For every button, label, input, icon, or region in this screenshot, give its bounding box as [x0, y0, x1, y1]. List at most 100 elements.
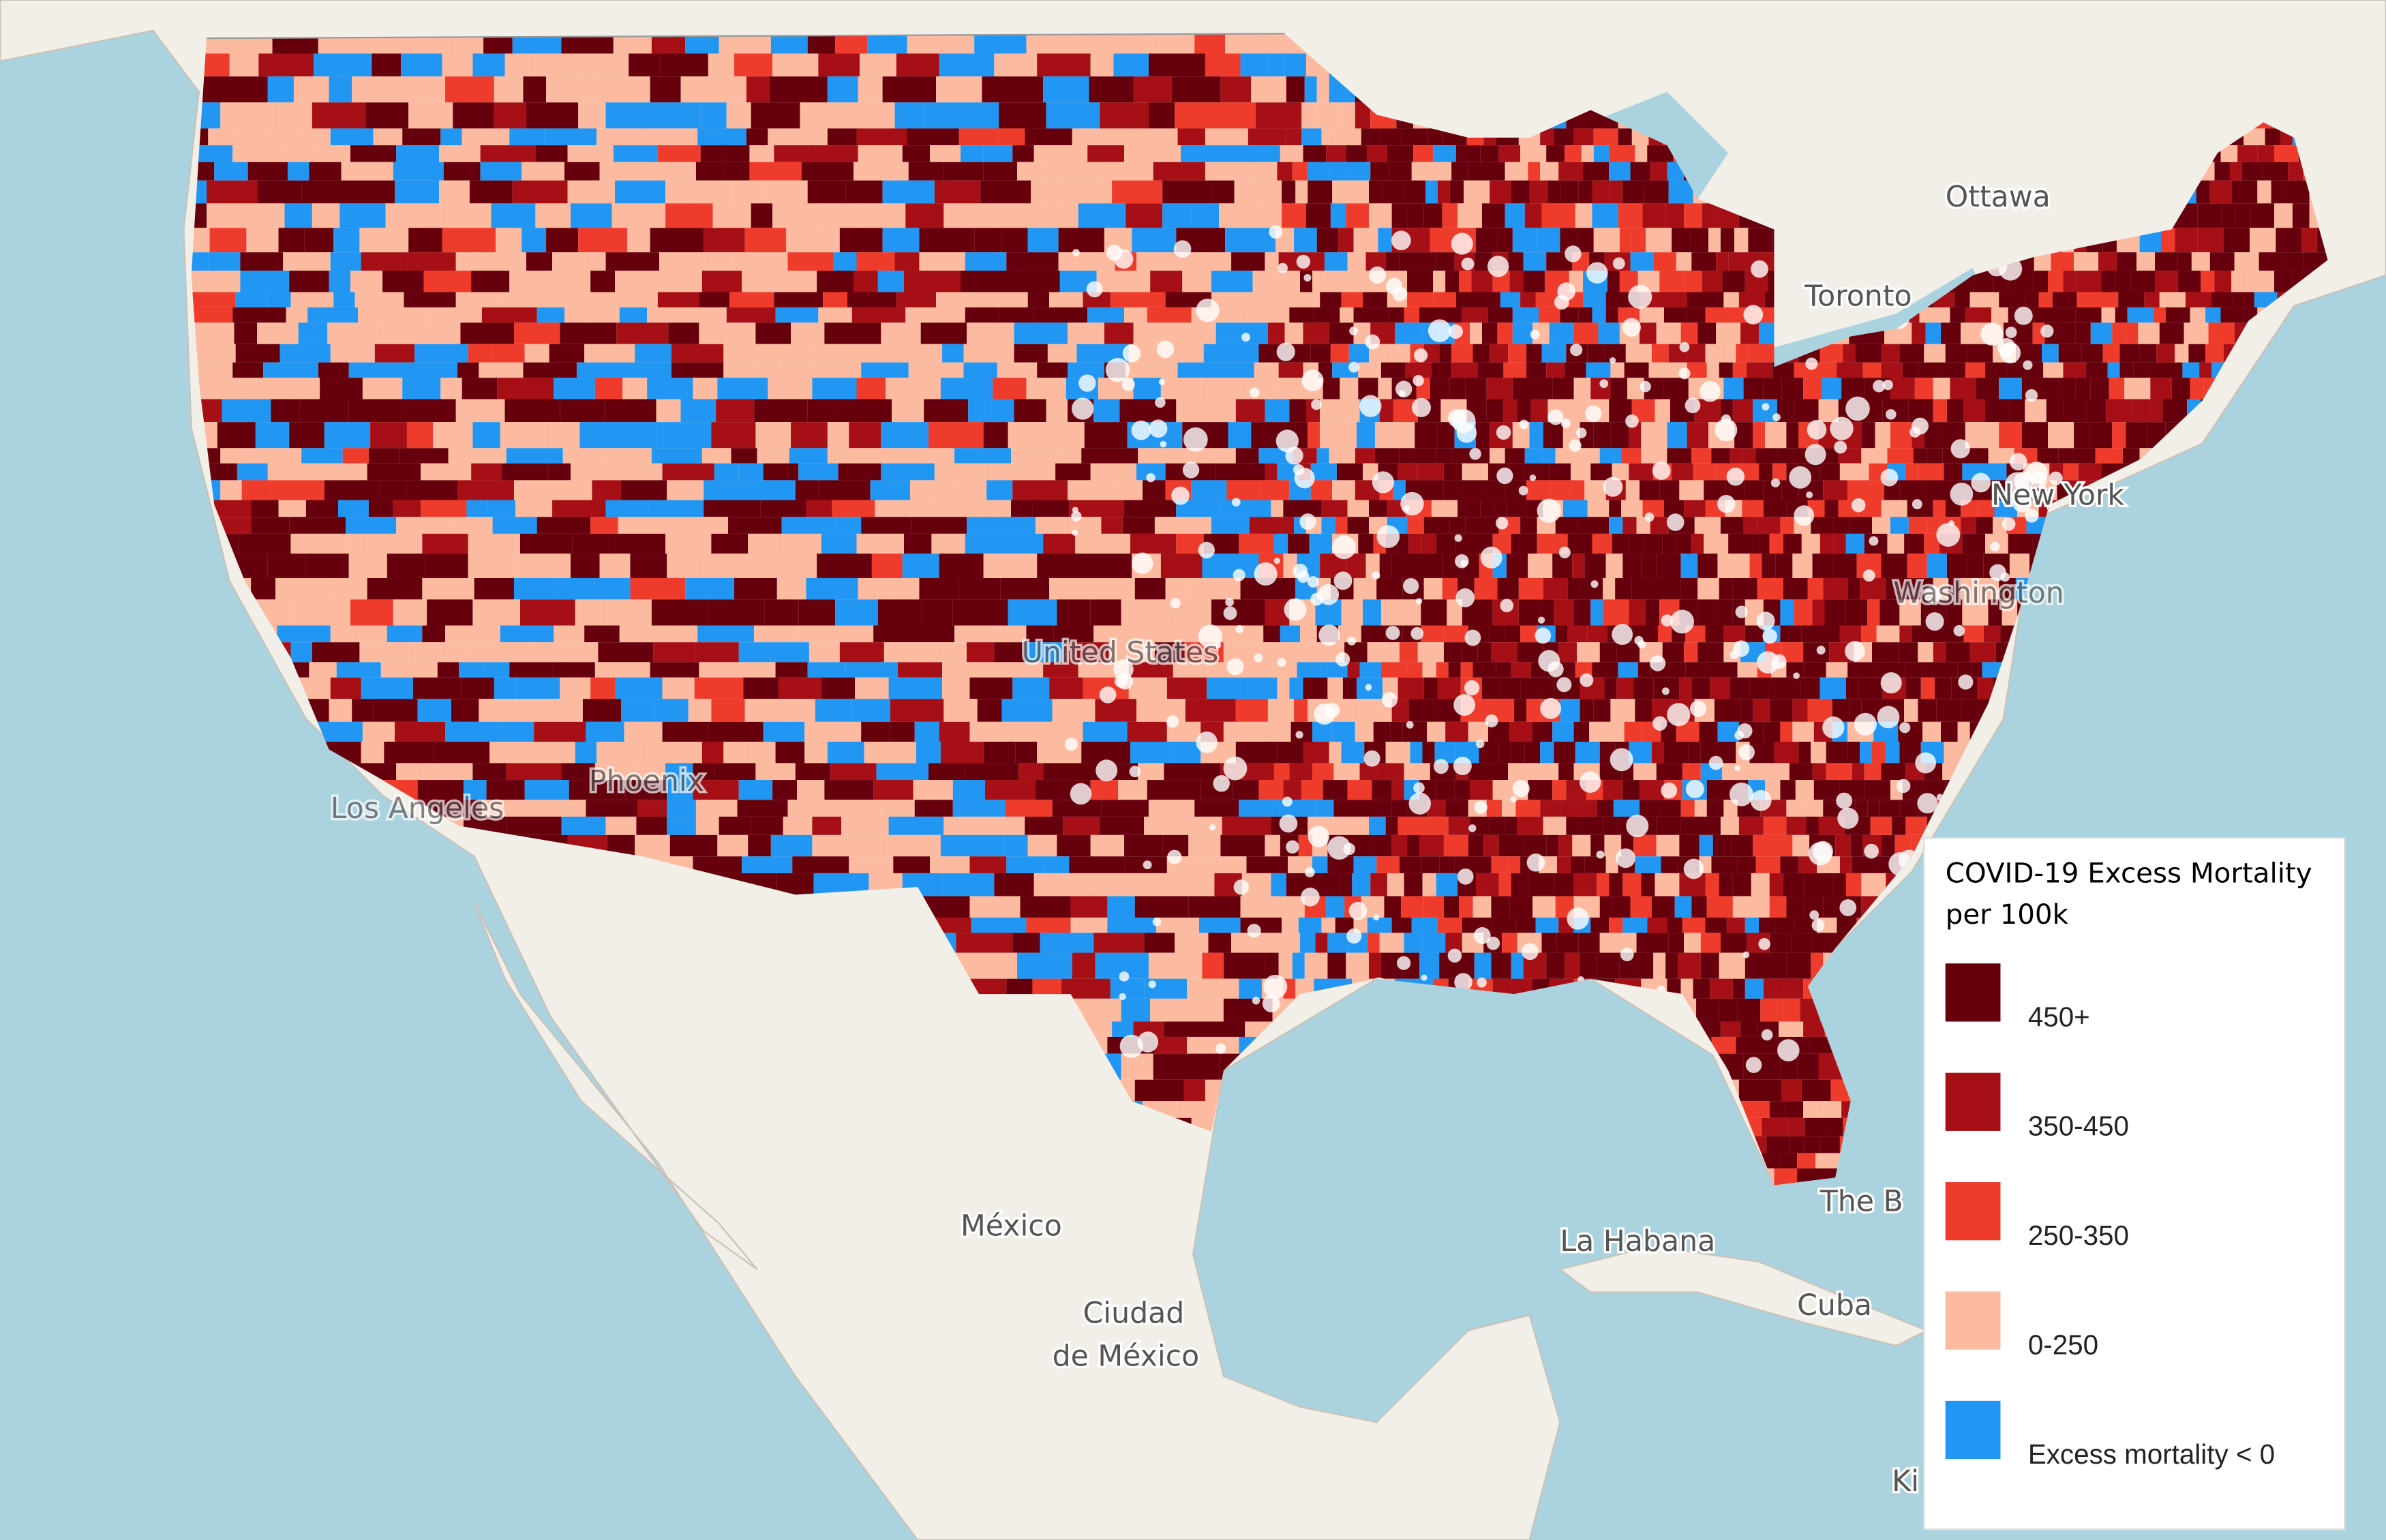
- county: [1517, 399, 1531, 423]
- county: [1572, 399, 1588, 423]
- county: [1670, 662, 1686, 678]
- county: [208, 128, 235, 146]
- county: [1612, 896, 1631, 918]
- county: [594, 662, 650, 678]
- county: [1555, 625, 1568, 643]
- county: [1583, 162, 1595, 181]
- county: [751, 102, 800, 129]
- county: [1498, 145, 1521, 162]
- county: [1353, 577, 1377, 600]
- county: [1271, 873, 1286, 896]
- county: [700, 102, 727, 129]
- county: [1273, 933, 1301, 953]
- county: [1864, 763, 1882, 781]
- county: [472, 763, 507, 781]
- county: [2235, 203, 2250, 228]
- county: [301, 180, 342, 204]
- county: [732, 180, 765, 204]
- county: [1961, 699, 1982, 722]
- county: [1511, 952, 1524, 979]
- county: [350, 271, 383, 292]
- county: [1138, 448, 1195, 464]
- county: [902, 145, 931, 162]
- county: [647, 741, 702, 764]
- county: [928, 422, 984, 449]
- county: [237, 463, 268, 481]
- county: [513, 322, 560, 344]
- county: [1295, 180, 1308, 204]
- county: [1700, 952, 1719, 979]
- county: [544, 128, 597, 146]
- county: [1491, 917, 1516, 933]
- county: [440, 203, 470, 228]
- county: [853, 271, 878, 292]
- county: [537, 517, 591, 534]
- county: [321, 463, 367, 481]
- county: [439, 145, 481, 162]
- county: [1609, 162, 1631, 181]
- county: [1026, 625, 1054, 643]
- county: [251, 577, 276, 600]
- county: [1839, 625, 1862, 643]
- county: [2274, 145, 2299, 162]
- county: [861, 362, 909, 378]
- county: [370, 422, 407, 449]
- county: [961, 145, 984, 162]
- county: [1026, 917, 1071, 933]
- county: [807, 662, 846, 678]
- county: [1333, 763, 1360, 781]
- county: [1780, 517, 1794, 534]
- county: [1890, 517, 1909, 534]
- county: [1845, 677, 1858, 699]
- county: [1965, 307, 1992, 323]
- county: [1476, 228, 1498, 253]
- county: [1912, 322, 1926, 344]
- urban-area: [1158, 378, 1165, 385]
- county: [2098, 252, 2117, 271]
- county: [1642, 533, 1663, 554]
- county: [1043, 162, 1100, 181]
- county: [342, 448, 369, 464]
- county: [1587, 344, 1605, 363]
- county: [969, 677, 1013, 699]
- county: [1726, 917, 1745, 933]
- county: [856, 533, 905, 554]
- county: [1265, 252, 1279, 271]
- county: [662, 721, 708, 742]
- county: [1699, 721, 1718, 742]
- county: [191, 292, 236, 307]
- county: [1271, 500, 1284, 517]
- county: [1572, 834, 1591, 857]
- county: [462, 677, 494, 699]
- county: [1379, 933, 1404, 953]
- county: [1239, 978, 1262, 999]
- county: [466, 500, 488, 517]
- county: [1881, 500, 1907, 517]
- county: [513, 480, 548, 500]
- county: [1526, 480, 1551, 500]
- county: [1473, 856, 1492, 873]
- county: [1717, 554, 1730, 578]
- county: [1423, 344, 1440, 363]
- county: [1823, 577, 1848, 600]
- county: [896, 292, 937, 307]
- county: [1665, 203, 1685, 228]
- county: [737, 800, 788, 817]
- county: [1969, 642, 1996, 663]
- county: [1988, 448, 2014, 464]
- county: [1609, 873, 1623, 896]
- county: [1235, 399, 1265, 423]
- county: [965, 533, 988, 554]
- county: [1476, 599, 1493, 626]
- county: [1265, 463, 1278, 481]
- county: [1346, 145, 1368, 162]
- county: [1346, 952, 1369, 979]
- county: [1737, 856, 1756, 873]
- county: [695, 162, 725, 181]
- county: [1603, 780, 1623, 800]
- county: [851, 699, 890, 722]
- county: [1064, 517, 1102, 534]
- county: [1640, 952, 1654, 979]
- county: [1368, 816, 1386, 835]
- county: [1587, 625, 1607, 643]
